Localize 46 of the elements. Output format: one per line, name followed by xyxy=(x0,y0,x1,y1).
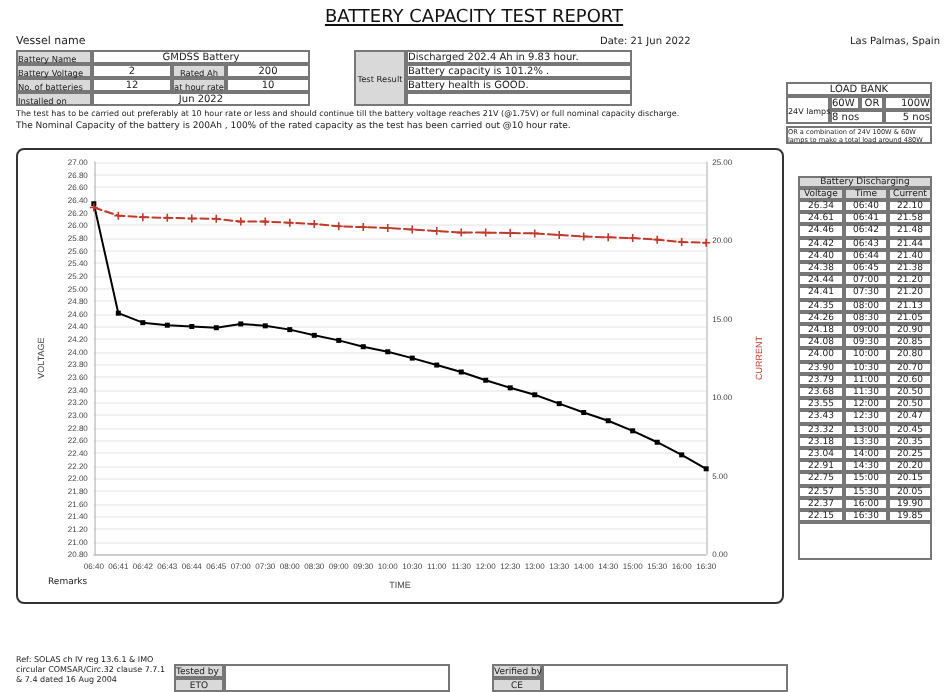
point xyxy=(262,323,268,329)
point xyxy=(409,355,415,361)
point xyxy=(336,337,342,343)
point xyxy=(163,213,172,222)
point xyxy=(604,233,613,242)
point xyxy=(507,385,513,391)
point xyxy=(532,392,538,398)
point xyxy=(457,228,466,237)
point xyxy=(236,217,245,226)
point xyxy=(385,349,391,355)
point xyxy=(140,320,146,326)
point xyxy=(434,362,440,368)
point xyxy=(408,225,417,234)
point xyxy=(458,369,464,375)
point xyxy=(164,322,170,328)
point xyxy=(212,214,221,223)
point xyxy=(238,321,244,327)
point xyxy=(654,439,660,445)
point xyxy=(555,230,564,239)
point xyxy=(360,344,366,350)
point xyxy=(310,219,319,228)
chart-title: BATTERY CAPACITY TEST REPORT xyxy=(322,8,626,28)
point xyxy=(383,223,392,232)
point xyxy=(432,227,441,236)
point xyxy=(677,238,686,247)
point xyxy=(285,218,294,227)
point xyxy=(213,325,219,331)
point xyxy=(287,327,293,333)
point xyxy=(311,332,317,338)
point xyxy=(481,228,490,237)
point xyxy=(89,203,98,212)
point xyxy=(605,418,611,424)
point xyxy=(630,428,636,434)
point xyxy=(187,214,196,223)
point xyxy=(556,401,562,407)
point xyxy=(530,229,539,238)
point xyxy=(628,234,637,243)
point xyxy=(138,213,147,222)
point xyxy=(115,310,121,316)
point xyxy=(261,217,270,226)
point xyxy=(483,377,489,383)
point xyxy=(703,466,709,472)
point xyxy=(679,452,685,458)
point xyxy=(579,232,588,241)
point xyxy=(702,238,711,247)
point xyxy=(653,235,662,244)
